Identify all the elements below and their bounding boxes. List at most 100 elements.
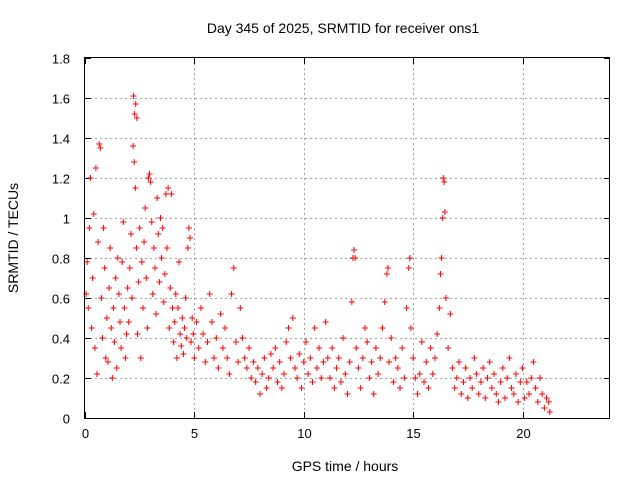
data-point-marker	[178, 343, 185, 349]
data-point-marker	[298, 385, 305, 391]
data-point-marker	[118, 345, 125, 351]
data-point-marker	[344, 391, 351, 397]
data-point-marker	[226, 371, 233, 377]
data-point-marker	[104, 359, 111, 365]
y-axis-label: SRMTID / TECUs	[5, 183, 21, 293]
data-point-marker	[134, 331, 141, 337]
data-point-marker	[164, 245, 171, 251]
data-points	[83, 93, 553, 415]
data-point-marker	[158, 255, 165, 261]
data-point-marker	[504, 375, 511, 381]
data-point-marker	[103, 315, 110, 321]
data-point-marker	[316, 345, 323, 351]
data-point-marker	[331, 385, 338, 391]
data-point-marker	[127, 231, 134, 237]
y-tick-label: 0.4	[52, 332, 70, 347]
data-point-marker	[206, 291, 213, 297]
tick-labels: 0 5 10 15 20 0 0.2 0.4 0.6 0.8 1 1.2 1.4 1.6 1.8	[52, 52, 531, 442]
data-point-marker	[211, 355, 218, 361]
data-point-marker	[170, 339, 177, 345]
data-point-marker	[545, 399, 552, 405]
data-point-marker	[183, 335, 190, 341]
data-point-marker	[294, 375, 301, 381]
data-point-marker	[322, 319, 329, 325]
data-point-marker	[154, 195, 161, 201]
plot-frame	[84, 57, 610, 419]
data-point-marker	[96, 141, 103, 147]
data-point-marker	[427, 345, 434, 351]
data-point-marker	[87, 175, 94, 181]
data-point-marker	[113, 365, 120, 371]
data-point-marker	[85, 305, 92, 311]
data-point-marker	[324, 355, 331, 361]
data-point-marker	[182, 295, 189, 301]
data-point-marker	[285, 325, 292, 331]
data-point-marker	[172, 291, 179, 297]
data-point-marker	[329, 345, 336, 351]
data-point-marker	[202, 359, 209, 365]
data-point-marker	[111, 339, 118, 345]
data-point-marker	[320, 359, 327, 365]
data-point-marker	[204, 339, 211, 345]
x-tick-label: 20	[516, 426, 530, 441]
data-point-marker	[311, 325, 318, 331]
data-point-marker	[281, 371, 288, 377]
data-point-marker	[144, 325, 151, 331]
data-point-marker	[517, 379, 524, 385]
data-point-marker	[372, 345, 379, 351]
data-point-marker	[346, 359, 353, 365]
data-point-marker	[217, 311, 224, 317]
data-point-marker	[132, 185, 139, 191]
data-point-marker	[115, 291, 122, 297]
data-point-marker	[436, 305, 443, 311]
data-point-marker	[414, 391, 421, 397]
data-point-marker	[272, 345, 279, 351]
data-point-marker	[130, 143, 137, 149]
data-point-marker	[215, 365, 222, 371]
data-point-marker	[543, 395, 550, 401]
y-tick-label: 1	[63, 212, 70, 227]
data-point-marker	[410, 355, 417, 361]
data-point-marker	[287, 355, 294, 361]
data-point-marker	[153, 311, 160, 317]
data-point-marker	[418, 339, 425, 345]
y-tick-label: 1.6	[52, 92, 70, 107]
data-point-marker	[353, 345, 360, 351]
data-point-marker	[512, 371, 519, 377]
data-point-marker	[541, 405, 548, 411]
data-point-marker	[162, 191, 169, 197]
data-point-marker	[89, 275, 96, 281]
data-point-marker	[381, 299, 388, 305]
data-point-marker	[447, 311, 454, 317]
data-point-marker	[502, 395, 508, 401]
data-point-marker	[169, 305, 176, 311]
data-point-marker	[423, 359, 430, 365]
data-point-marker	[482, 395, 489, 401]
data-point-marker	[131, 111, 138, 117]
data-point-marker	[131, 159, 138, 165]
data-point-marker	[193, 319, 200, 325]
data-point-marker	[145, 175, 152, 181]
data-point-marker	[83, 291, 90, 297]
data-point-marker	[302, 339, 309, 345]
data-point-marker	[237, 305, 244, 311]
data-point-marker	[403, 305, 410, 311]
data-point-marker	[135, 279, 142, 285]
data-point-marker	[351, 247, 358, 253]
data-point-marker	[146, 171, 153, 177]
data-point-marker	[125, 319, 132, 325]
data-point-marker	[136, 225, 143, 231]
data-point-marker	[397, 385, 403, 391]
data-point-marker	[340, 335, 347, 341]
data-point-marker	[235, 359, 242, 365]
data-point-marker	[90, 211, 97, 217]
data-point-marker	[155, 231, 162, 237]
data-point-marker	[165, 185, 172, 191]
data-point-marker	[121, 305, 128, 311]
data-point-marker	[112, 275, 119, 281]
data-point-marker	[530, 359, 537, 365]
data-point-marker	[139, 305, 146, 311]
data-point-marker	[506, 355, 513, 361]
data-point-marker	[460, 379, 467, 385]
data-point-marker	[357, 385, 364, 391]
